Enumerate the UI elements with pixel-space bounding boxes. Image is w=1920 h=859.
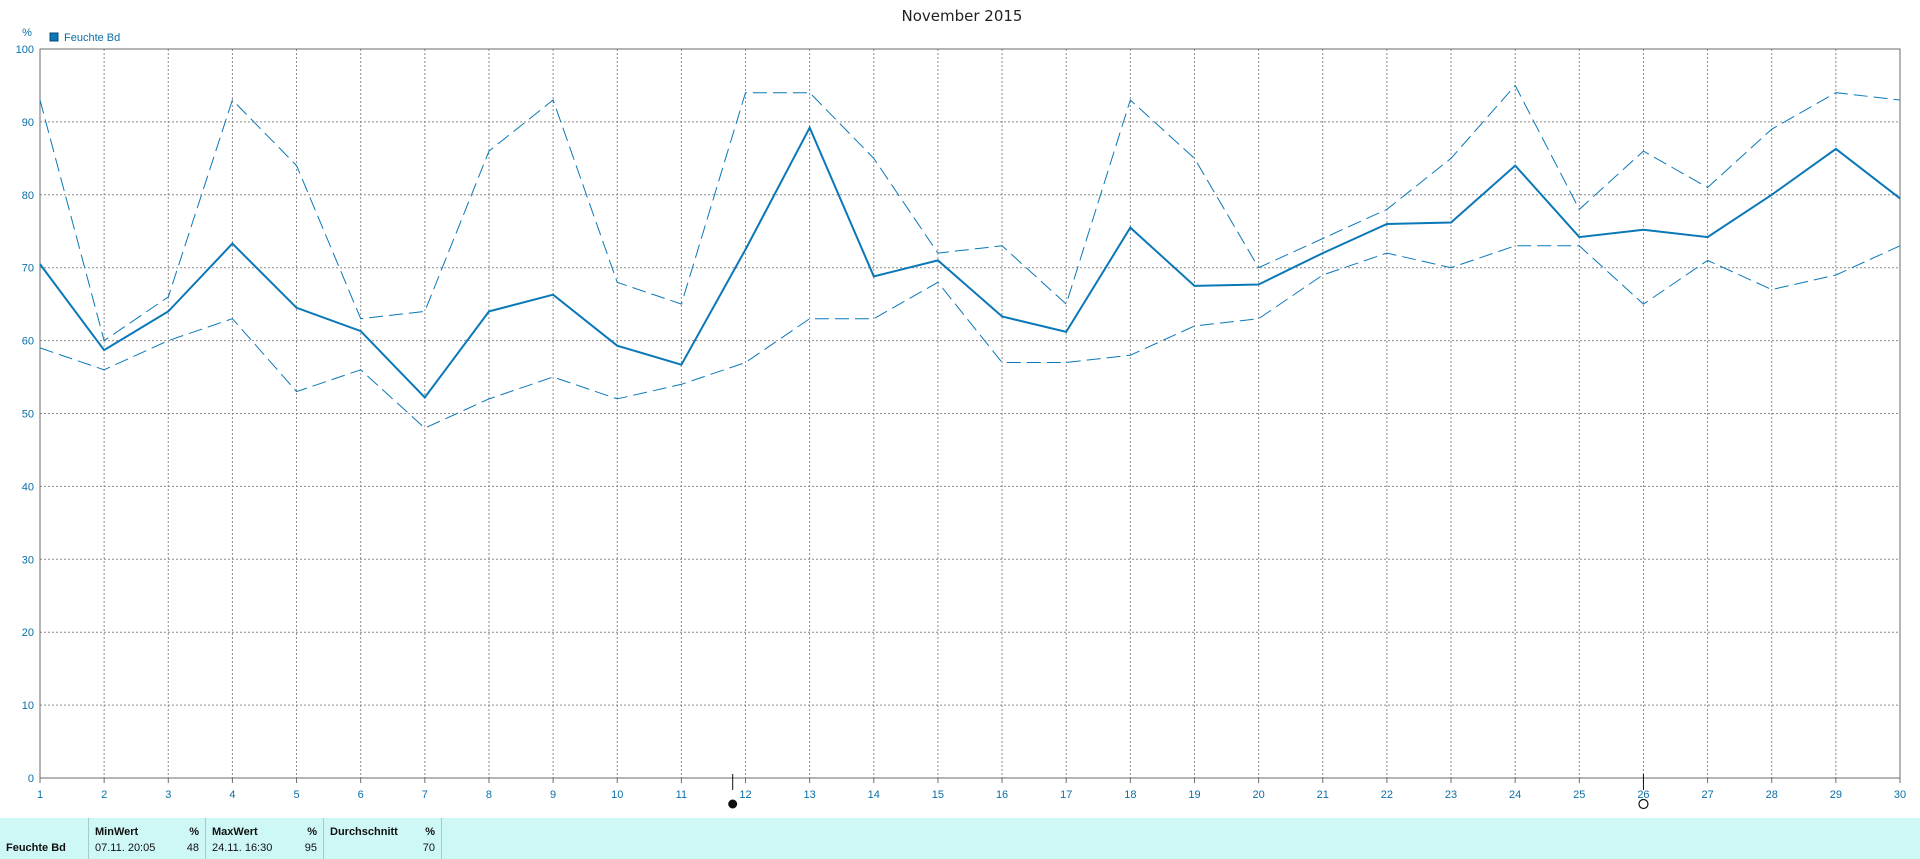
y-tick-label: 100 (16, 44, 34, 56)
legend-swatch (49, 32, 59, 42)
x-tick-label: 24 (1509, 789, 1521, 801)
stats-min-value: 48 (186, 842, 199, 854)
x-tick-label: 18 (1124, 789, 1136, 801)
stats-min-header: MinWert (95, 826, 139, 838)
x-tick-label: 23 (1445, 789, 1457, 801)
x-tick-label: 3 (165, 789, 171, 801)
stats-max-unit: % (307, 826, 317, 838)
full-moon-icon (1638, 798, 1649, 810)
statistics-bar: Feuchte Bd MinWert % 07.11. 20:05 48 Max… (0, 818, 1920, 859)
x-tick-label: 8 (486, 789, 492, 801)
series-line-max (39, 84, 1901, 342)
x-tick-label: 25 (1573, 789, 1585, 801)
stats-max-time: 24.11. 16:30 (212, 842, 273, 854)
x-tick-label: 30 (1894, 789, 1906, 801)
stats-row-label: Feuchte Bd (6, 842, 66, 854)
y-tick-label: 40 (22, 481, 34, 493)
x-tick-label: 29 (1830, 789, 1842, 801)
x-tick-label: 14 (868, 789, 880, 801)
series-line-average (39, 125, 1901, 400)
x-tick-label: 22 (1381, 789, 1393, 801)
stats-avg-value: 70 (422, 842, 435, 854)
x-tick-label: 26 (1637, 789, 1649, 801)
stats-avg-cell: Durchschnitt % 70 (324, 818, 442, 859)
stats-row-label-cell: Feuchte Bd (0, 818, 89, 859)
stats-avg-header: Durchschnitt (330, 826, 398, 838)
y-axis-unit: % (22, 27, 32, 39)
x-tick-label: 9 (550, 789, 556, 801)
y-tick-label: 60 (22, 336, 34, 348)
x-tick-label: 28 (1766, 789, 1778, 801)
stats-min-cell: MinWert % 07.11. 20:05 48 (89, 818, 206, 859)
x-tick-label: 4 (229, 789, 235, 801)
x-tick-label: 6 (358, 789, 364, 801)
stats-max-header: MaxWert (212, 826, 258, 838)
x-tick-label: 2 (101, 789, 107, 801)
x-tick-label: 27 (1701, 789, 1713, 801)
new-moon-icon (728, 799, 738, 809)
legend-label: Feuchte Bd (64, 32, 120, 44)
x-tick-label: 15 (932, 789, 944, 801)
stats-min-unit: % (189, 826, 199, 838)
stats-max-cell: MaxWert % 24.11. 16:30 95 (206, 818, 324, 859)
moon-markers (728, 774, 1649, 810)
y-tick-label: 90 (22, 117, 34, 129)
y-tick-label: 50 (22, 409, 34, 421)
stats-avg-unit: % (425, 826, 435, 838)
x-tick-label: 10 (611, 789, 623, 801)
y-tick-label: 70 (22, 263, 34, 275)
grid (40, 48, 1900, 778)
x-tick-label: 21 (1317, 789, 1329, 801)
x-tick-label: 12 (739, 789, 751, 801)
x-tick-label: 16 (996, 789, 1008, 801)
x-tick-label: 1 (37, 789, 43, 801)
stats-min-time: 07.11. 20:05 (95, 842, 156, 854)
x-tick-label: 5 (293, 789, 299, 801)
series-line-min (39, 245, 1901, 429)
humidity-chart: November 2015 % Feuchte Bd 0 10 20 30 40 50 60… (16, 7, 1906, 810)
x-tick-label: 7 (422, 789, 428, 801)
x-tick-label: 17 (1060, 789, 1072, 801)
y-tick-label: 10 (22, 700, 34, 712)
x-tick-label: 20 (1252, 789, 1264, 801)
x-tick-label: 11 (676, 789, 687, 801)
series-group (39, 84, 1901, 429)
y-tick-label: 30 (22, 554, 34, 566)
y-tick-label: 0 (28, 773, 34, 785)
plot-frame (39, 48, 1901, 779)
y-tick-label: 20 (22, 627, 34, 639)
chart-title: November 2015 (902, 7, 1023, 25)
x-tick-label: 19 (1188, 789, 1200, 801)
x-tick-label: 13 (804, 789, 816, 801)
y-tick-label: 80 (22, 190, 34, 202)
stats-max-value: 95 (304, 842, 317, 854)
